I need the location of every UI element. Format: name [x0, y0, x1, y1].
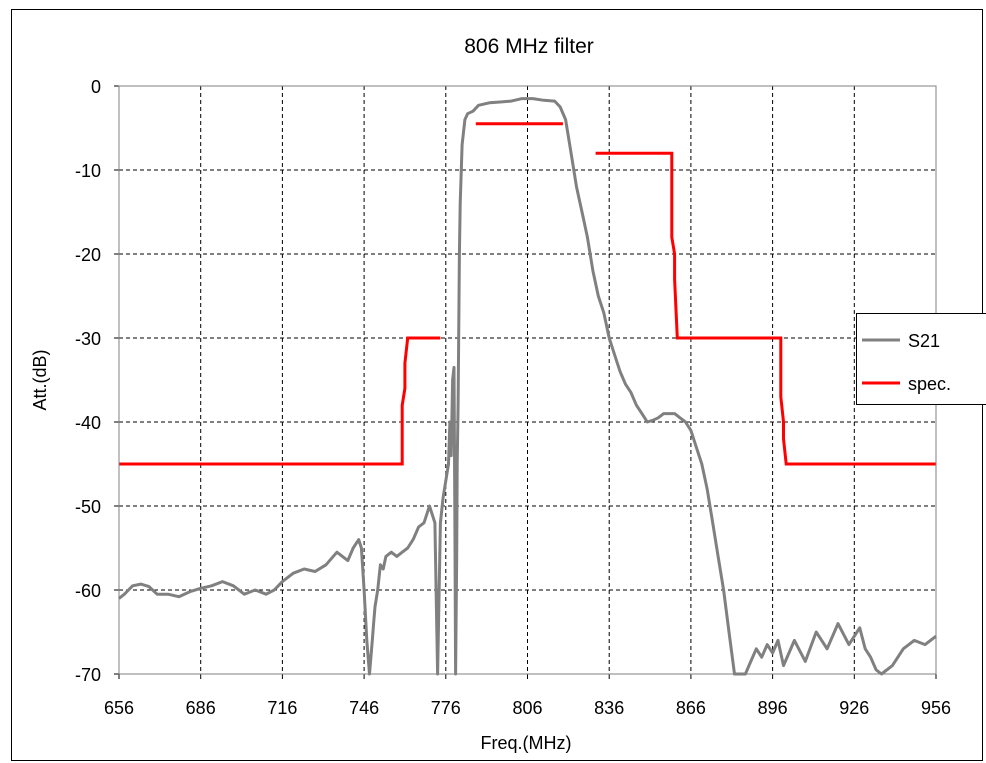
y-tick-label: -60 — [75, 581, 101, 601]
legend-border — [856, 313, 986, 405]
y-tick-label: 0 — [91, 77, 101, 97]
x-tick-label: 656 — [104, 698, 134, 718]
x-axis-label: Freq.(MHz) — [481, 733, 572, 753]
x-tick-label: 866 — [676, 698, 706, 718]
series-line-spec-segment — [595, 151, 936, 466]
y-tick-label: -40 — [75, 413, 101, 433]
series-line-s21 — [118, 97, 937, 676]
x-tick-label: 896 — [758, 698, 788, 718]
series-line-spec-segment — [119, 336, 441, 466]
tick-labels: 656 686 716 746 776 806 836 866 896 926 956 0 -10 -20… — [75, 77, 951, 718]
y-tick-label: -70 — [75, 665, 101, 685]
x-tick-label: 806 — [512, 698, 542, 718]
y-tick-label: -20 — [75, 245, 101, 265]
x-tick-label: 746 — [349, 698, 379, 718]
y-tick-label: -50 — [75, 497, 101, 517]
series-layer — [118, 97, 937, 676]
grid-lines — [119, 86, 936, 674]
x-tick-label: 776 — [431, 698, 461, 718]
y-axis-label: Att.(dB) — [30, 349, 50, 410]
legend-svg: S21 spec. — [856, 313, 986, 405]
x-tick-label: 686 — [186, 698, 216, 718]
y-tick-label: -10 — [75, 161, 101, 181]
x-tick-label: 956 — [921, 698, 951, 718]
x-tick-label: 836 — [594, 698, 624, 718]
x-tick-label: 716 — [267, 698, 297, 718]
legend: S21 spec. — [856, 313, 986, 405]
x-tick-label: 926 — [839, 698, 869, 718]
chart-frame — [11, 9, 983, 761]
legend-label-s21: S21 — [908, 331, 940, 351]
chart-title: 806 MHz filter — [464, 35, 594, 58]
y-tick-label: -30 — [75, 329, 101, 349]
legend-label-spec: spec. — [908, 374, 951, 394]
